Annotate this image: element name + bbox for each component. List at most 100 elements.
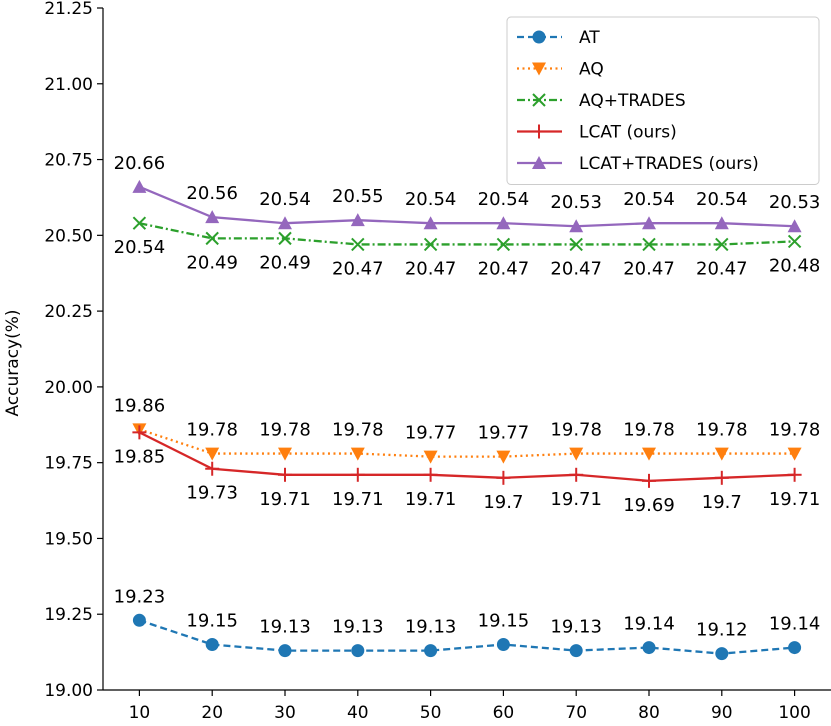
- data-point-at: [569, 644, 583, 658]
- legend-item-aq-trades: AQ+TRADES: [517, 91, 686, 111]
- data-label-lcat-trades-ours: 20.54: [259, 189, 311, 210]
- data-label-lcat-ours: 19.7: [702, 492, 742, 513]
- marker-stroke: [532, 93, 546, 107]
- data-label-at: 19.13: [405, 617, 457, 638]
- data-point-aq: [569, 447, 584, 461]
- data-point-lcat-trades-ours: [278, 216, 292, 230]
- data-label-lcat-trades-ours: 20.54: [623, 189, 675, 210]
- data-point-aq-trades: [278, 231, 292, 246]
- data-label-lcat-trades-ours: 20.54: [405, 189, 457, 210]
- data-point-lcat-ours: [642, 473, 656, 488]
- x-tick-label: 90: [711, 703, 733, 723]
- data-point-at: [351, 644, 365, 658]
- marker-stroke: [496, 237, 511, 252]
- data-label-aq-trades: 20.49: [186, 252, 238, 273]
- data-point-aq: [278, 447, 292, 461]
- marker-stroke: [787, 234, 802, 249]
- data-point-lcat-trades-ours: [132, 179, 147, 193]
- data-point-lcat-trades-ours: [642, 216, 656, 230]
- data-label-lcat-ours: 19.85: [114, 446, 166, 467]
- data-label-at: 19.13: [332, 617, 384, 638]
- data-label-aq-trades: 20.48: [769, 255, 821, 276]
- data-label-at: 19.23: [114, 586, 166, 607]
- data-point-aq: [642, 447, 656, 461]
- legend-item-aq: AQ: [517, 60, 604, 80]
- data-label-aq: 19.86: [114, 395, 166, 416]
- marker-stroke: [569, 237, 583, 252]
- data-point-aq: [350, 447, 365, 461]
- data-label-lcat-trades-ours: 20.56: [186, 183, 238, 204]
- data-point-lcat-ours: [278, 467, 292, 482]
- data-label-lcat-ours: 19.69: [623, 495, 675, 516]
- data-point-lcat-ours: [132, 425, 147, 440]
- data-point-aq-trades: [787, 234, 802, 249]
- data-label-lcat-trades-ours: 20.66: [114, 153, 166, 174]
- legend-label: LCAT+TRADES (ours): [579, 154, 759, 174]
- data-point-aq: [496, 450, 511, 464]
- data-point-aq-trades: [132, 216, 147, 230]
- data-point-lcat-trades-ours: [350, 213, 365, 227]
- data-label-lcat-trades-ours: 20.53: [550, 192, 602, 213]
- y-tick-label: 21.25: [44, 0, 93, 19]
- data-label-at: 19.14: [623, 614, 675, 635]
- legend-marker: [532, 62, 546, 76]
- data-label-lcat-ours: 19.71: [550, 489, 602, 510]
- y-tick-label: 19.25: [44, 605, 93, 625]
- data-point-lcat-trades-ours: [569, 219, 584, 233]
- data-label-aq: 19.78: [332, 420, 384, 441]
- data-label-lcat-trades-ours: 20.55: [332, 186, 384, 207]
- series-line-aq: [139, 428, 795, 458]
- legend-label: AQ: [579, 60, 604, 80]
- marker-stroke: [715, 237, 729, 252]
- y-tick-label: 21.00: [44, 75, 93, 95]
- marker-stroke: [278, 231, 292, 246]
- series-line-aq-trades: [139, 222, 795, 246]
- series-line-at: [139, 619, 795, 655]
- data-label-lcat-ours: 19.71: [769, 489, 821, 510]
- data-point-lcat-trades-ours: [205, 210, 220, 224]
- x-tick-label: 60: [493, 703, 515, 723]
- legend-label: LCAT (ours): [579, 123, 677, 143]
- data-point-at: [205, 638, 219, 652]
- x-tick-label: 100: [778, 703, 810, 723]
- data-point-lcat-trades-ours: [787, 219, 802, 233]
- data-label-at: 19.13: [550, 617, 602, 638]
- data-label-at: 19.14: [769, 614, 821, 635]
- data-point-aq-trades: [496, 237, 511, 252]
- legend-label: AT: [579, 28, 600, 48]
- data-point-aq: [714, 447, 729, 461]
- y-axis-label: Accuracy(%): [3, 309, 23, 416]
- data-point-lcat-trades-ours: [714, 216, 729, 230]
- data-point-aq-trades: [205, 231, 219, 246]
- data-label-aq-trades: 20.49: [259, 252, 311, 273]
- data-label-aq: 19.78: [623, 420, 675, 441]
- legend-marker: [532, 124, 546, 139]
- x-tick-label: 20: [201, 703, 223, 723]
- series-layer: [132, 179, 802, 661]
- marker-stroke: [205, 231, 219, 246]
- data-label-at: 19.13: [259, 617, 311, 638]
- legend-marker: [532, 93, 546, 107]
- data-label-aq: 19.77: [405, 423, 457, 444]
- data-point-at: [642, 641, 656, 655]
- data-point-lcat-ours: [205, 461, 220, 476]
- x-tick-label: 40: [347, 703, 369, 723]
- series-line-lcat-trades-ours: [138, 185, 795, 228]
- data-point-lcat-ours: [350, 467, 365, 482]
- data-point-at: [132, 613, 146, 627]
- data-label-at: 19.12: [696, 620, 748, 641]
- data-label-lcat-trades-ours: 20.53: [769, 192, 821, 213]
- data-point-aq: [787, 447, 802, 461]
- series-at: [132, 613, 802, 661]
- data-point-at: [278, 644, 292, 658]
- axes: 19.00 19.25 19.50 19.75 20.00 20.25 20.50 20.75…: [44, 0, 831, 723]
- data-label-aq-trades: 20.47: [478, 258, 530, 279]
- data-label-aq: 19.78: [259, 420, 311, 441]
- x-tick-label: 80: [638, 703, 660, 723]
- legend-marker: [532, 30, 546, 44]
- data-label-at: 19.15: [186, 611, 238, 632]
- data-point-aq-trades: [351, 237, 365, 252]
- marker-stroke: [642, 237, 656, 252]
- data-label-at: 19.15: [478, 611, 530, 632]
- data-point-aq-trades: [715, 237, 729, 252]
